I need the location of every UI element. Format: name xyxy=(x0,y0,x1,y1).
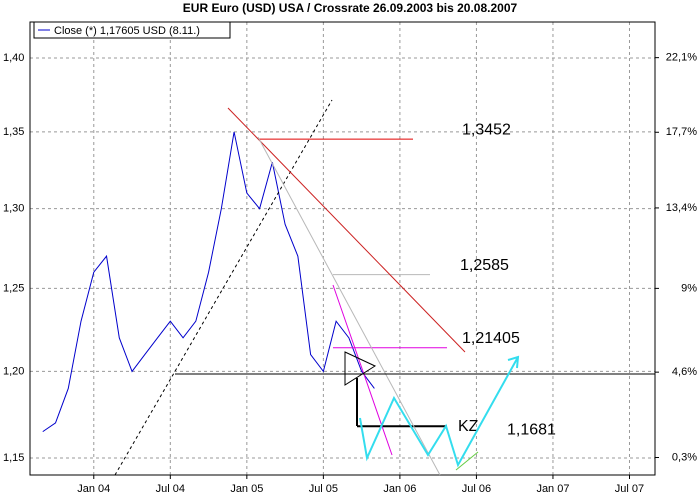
x-tick-label: Jan 05 xyxy=(230,483,263,495)
level-label: 1,1681 xyxy=(507,421,556,438)
y-tick-label: 1,40 xyxy=(3,52,24,64)
trend-line xyxy=(455,451,479,471)
x-tick-label: Jul 05 xyxy=(309,483,338,495)
x-tick-label: Jan 07 xyxy=(536,483,569,495)
y-tick-label: 1,15 xyxy=(3,452,24,464)
plot-border xyxy=(29,21,656,476)
level-label: 1,2585 xyxy=(460,257,509,274)
x-tick-label: Jul 06 xyxy=(462,483,491,495)
legend-label: Close (*) 1,17605 USD (8.11.) xyxy=(54,25,200,37)
chart-title: EUR Euro (USD) USA / Crossrate 26.09.200… xyxy=(183,1,518,15)
trend-line xyxy=(227,107,466,353)
y-tick-label: 1,25 xyxy=(3,282,24,294)
y2-tick-label: 0,3% xyxy=(672,451,697,463)
legend-box xyxy=(33,21,231,39)
y2-tick-label: 9% xyxy=(681,282,697,294)
annotation: KZ xyxy=(458,418,479,435)
price-line xyxy=(42,131,375,433)
level-label: 1,3452 xyxy=(462,121,511,138)
drawings xyxy=(114,99,655,476)
legend: Close (*) 1,17605 USD (8.11.) xyxy=(33,21,231,39)
plot: Jan 04 Jul 04 Jan 05 Jul 05 Jan 06 Jul 06 Jan … xyxy=(3,21,697,495)
triangle xyxy=(344,351,377,386)
x-tick-label: Jan 06 xyxy=(383,483,416,495)
projection xyxy=(359,356,519,468)
x-tick-label: Jul 04 xyxy=(156,483,185,495)
y-tick-label: 1,20 xyxy=(3,365,24,377)
y2-tick-label: 17,7% xyxy=(666,126,697,138)
y2-tick-label: 13,4% xyxy=(666,202,697,214)
level-label: 1,21405 xyxy=(462,330,520,347)
y2-tick-label: 4,6% xyxy=(672,366,697,378)
x-tick-label: Jul 07 xyxy=(615,483,644,495)
y2-tick-label: 22,1% xyxy=(666,52,697,64)
trend-line xyxy=(114,99,333,476)
arrow-head xyxy=(507,355,520,369)
x-tick-label: Jan 04 xyxy=(77,483,110,495)
y-tick-label: 1,35 xyxy=(3,126,24,138)
y-tick-label: 1,30 xyxy=(3,203,24,215)
trend-line xyxy=(257,136,441,476)
